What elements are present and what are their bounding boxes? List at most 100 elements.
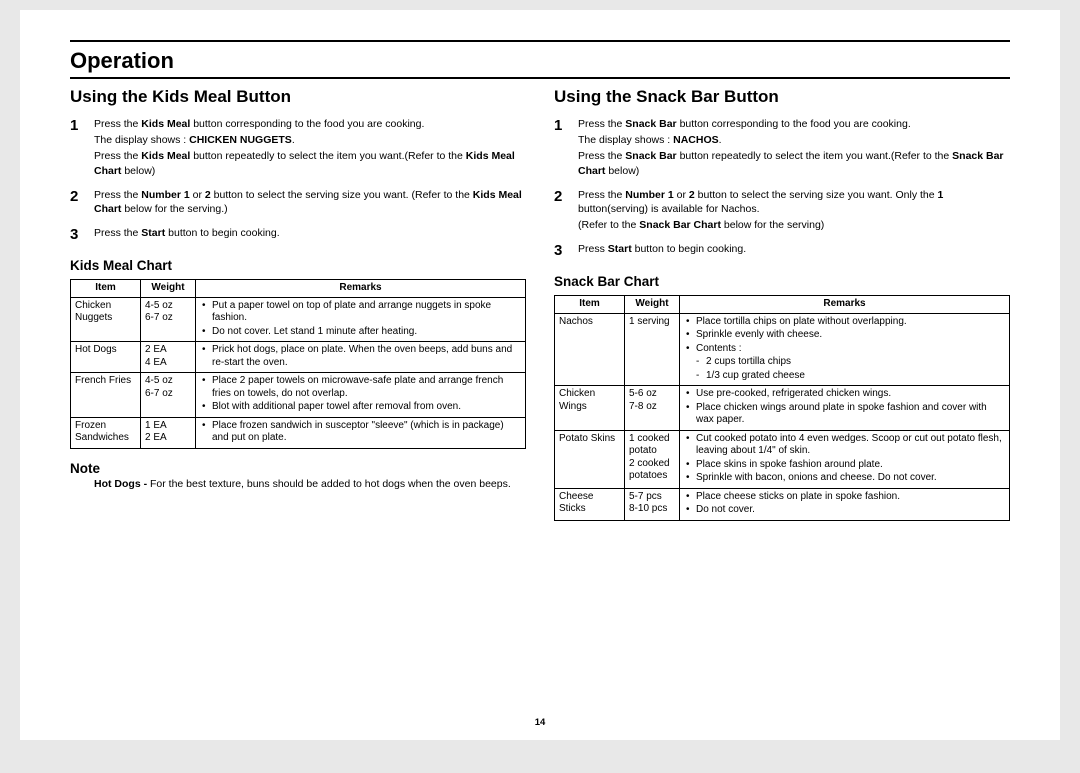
cell-weight: 1 EA2 EA [141,417,196,448]
t: Number 1 [625,189,673,201]
t: Press the [578,150,625,162]
t: Kids Meal [141,118,190,130]
t: Press [578,243,608,255]
step-text: Press Start button to begin cooking. [578,242,1010,260]
right-column: Using the Snack Bar Button 1 Press the S… [554,87,1010,521]
t: The display shows : [94,134,189,146]
step-number: 2 [554,188,578,235]
cell-remarks: Place tortilla chips on plate without ov… [680,313,1010,386]
step-2: 2 Press the Number 1 or 2 button to sele… [554,188,1010,235]
note-text: For the best texture, buns should be add… [150,478,511,490]
cell-remarks: Use pre-cooked, refrigerated chicken win… [680,386,1010,431]
step-2: 2 Press the Number 1 or 2 button to sele… [70,188,526,218]
step-1: 1 Press the Kids Meal button correspondi… [70,117,526,180]
step-text: Press the Number 1 or 2 button to select… [94,188,526,218]
t: Start [141,227,165,239]
col-item: Item [71,280,141,298]
step-text: Press the Snack Bar button corresponding… [578,117,1010,180]
t: below for the serving.) [121,203,227,215]
t: button repeatedly to select the item you… [677,150,953,162]
t: . [719,134,722,146]
cell-item: Chicken Nuggets [71,297,141,342]
step-text: Press the Number 1 or 2 button to select… [578,188,1010,235]
t: button corresponding to the food you are… [677,118,911,130]
table-row: French Fries4-5 oz6-7 ozPlace 2 paper to… [71,373,526,418]
cell-weight: 5-7 pcs8-10 pcs [625,488,680,520]
cell-item: Hot Dogs [71,342,141,373]
remark-item: Do not cover. Let stand 1 minute after h… [200,326,521,339]
t: Snack Bar [625,150,676,162]
t: below for the serving) [721,219,824,231]
t: or [674,189,689,201]
top-rule [70,40,1010,42]
step-number: 1 [70,117,94,180]
remark-item: Put a paper towel on top of plate and ar… [200,300,521,325]
cell-remarks: Place cheese sticks on plate in spoke fa… [680,488,1010,520]
title-rule [70,77,1010,79]
remark-item: Sprinkle with bacon, onions and cheese. … [684,472,1005,485]
t: Press the [94,150,141,162]
t: below) [605,165,639,177]
t: Kids Meal [141,150,190,162]
table-row: Potato Skins1 cooked potato2 cooked pota… [555,430,1010,488]
cell-remarks: Cut cooked potato into 4 even wedges. Sc… [680,430,1010,488]
col-remarks: Remarks [680,296,1010,314]
step-3: 3 Press Start button to begin cooking. [554,242,1010,260]
remark-item: Contents : [684,343,1005,356]
remark-item: Place tortilla chips on plate without ov… [684,316,1005,329]
t: below) [121,165,155,177]
t: NACHOS [673,134,719,146]
t: Press the [94,118,141,130]
remark-item: Place frozen sandwich in susceptor "slee… [200,420,521,445]
cell-item: Chicken Wings [555,386,625,431]
left-column: Using the Kids Meal Button 1 Press the K… [70,87,526,521]
cell-remarks: Place frozen sandwich in susceptor "slee… [196,417,526,448]
t: Press the [94,189,141,201]
table-row: Nachos1 servingPlace tortilla chips on p… [555,313,1010,386]
t: button(serving) is available for Nachos. [578,203,760,215]
manual-page: Operation Using the Kids Meal Button 1 P… [20,10,1060,740]
cell-weight: 1 cooked potato2 cooked potatoes [625,430,680,488]
cell-weight: 4-5 oz6-7 oz [141,297,196,342]
step-number: 3 [70,226,94,244]
t: button to select the serving size you wa… [695,189,938,201]
cell-weight: 2 EA4 EA [141,342,196,373]
step-text: Press the Kids Meal button corresponding… [94,117,526,180]
remark-item: Blot with additional paper towel after r… [200,401,521,414]
t: Snack Bar Chart [639,219,721,231]
table-row: Chicken Nuggets4-5 oz6-7 ozPut a paper t… [71,297,526,342]
step-text: Press the Start button to begin cooking. [94,226,526,244]
t: (Refer to the [578,219,639,231]
note-label: Hot Dogs - [94,478,150,490]
col-item: Item [555,296,625,314]
note-body: Hot Dogs - For the best texture, buns sh… [70,478,526,492]
t: Press the [578,118,625,130]
section-title-snack-bar: Using the Snack Bar Button [554,87,1010,107]
t: button to begin cooking. [165,227,279,239]
cell-item: Nachos [555,313,625,386]
remark-item: Place cheese sticks on plate in spoke fa… [684,491,1005,504]
cell-item: Cheese Sticks [555,488,625,520]
table-row: Chicken Wings5-6 oz7-8 ozUse pre-cooked,… [555,386,1010,431]
step-number: 3 [554,242,578,260]
remark-item: Do not cover. [684,504,1005,517]
snack-bar-chart-title: Snack Bar Chart [554,274,1010,289]
remark-subitem: 1/3 cup grated cheese [684,370,1005,383]
table-row: Cheese Sticks5-7 pcs8-10 pcs Place cheese… [555,488,1010,520]
t: button corresponding to the food you are… [190,118,424,130]
note-title: Note [70,461,526,476]
section-title-kids-meal: Using the Kids Meal Button [70,87,526,107]
page-title: Operation [70,48,1010,74]
t: Start [608,243,632,255]
cell-item: French Fries [71,373,141,418]
kids-meal-chart: Item Weight Remarks Chicken Nuggets4-5 o… [70,279,526,449]
t: The display shows : [578,134,673,146]
t: . [292,134,295,146]
step-number: 1 [554,117,578,180]
remark-item: Sprinkle evenly with cheese. [684,329,1005,342]
remark-item: Place 2 paper towels on microwave-safe p… [200,375,521,400]
t: Number 1 [141,189,189,201]
t: Press the [94,227,141,239]
t: button to begin cooking. [632,243,746,255]
table-header-row: Item Weight Remarks [555,296,1010,314]
